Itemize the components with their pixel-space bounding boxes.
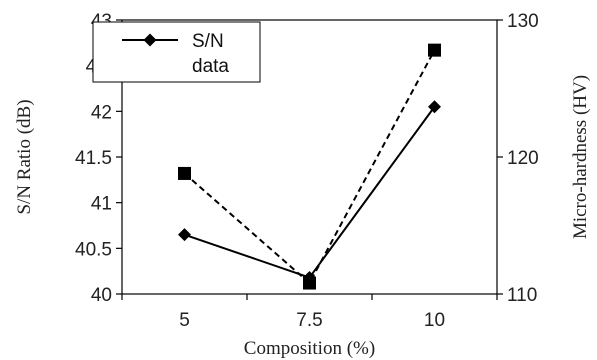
x-tick-label: 5 (179, 310, 190, 331)
x-axis-ticks: 5 7.5 10 (121, 294, 498, 331)
left-tick-label: 41 (91, 194, 112, 215)
series-1-square-marker (428, 43, 441, 57)
series-layer (178, 43, 441, 290)
series-1-square-marker (303, 276, 316, 290)
left-tick-label: 41.5 (75, 148, 112, 169)
right-tick-label: 120 (507, 148, 539, 169)
legend-diamond-marker (143, 33, 157, 47)
left-axis-title: S/N Ratio (dB) (14, 99, 35, 214)
series-0-diamond-marker (178, 228, 191, 242)
x-tick-label: 7.5 (296, 310, 322, 331)
series-0-diamond-marker (428, 100, 441, 114)
right-axis-title: Micro-hardness (HV) (570, 75, 591, 239)
left-tick-label: 42 (91, 102, 112, 123)
legend-label-data: data (192, 56, 229, 77)
series-line-1 (183, 49, 436, 285)
legend: S/N data (92, 21, 261, 83)
right-tick-label: 130 (507, 11, 539, 32)
right-axis-ticks: 110 120 130 (497, 11, 539, 306)
left-tick-label: 40 (91, 285, 112, 306)
x-tick-label: 10 (424, 310, 445, 331)
series-1-square-marker (178, 166, 191, 180)
right-tick-label: 110 (507, 285, 537, 306)
left-tick-label: 40.5 (75, 239, 112, 260)
legend-box (92, 21, 261, 83)
x-axis-title: Composition (%) (244, 338, 375, 359)
legend-label-sn: S/N (192, 31, 224, 52)
